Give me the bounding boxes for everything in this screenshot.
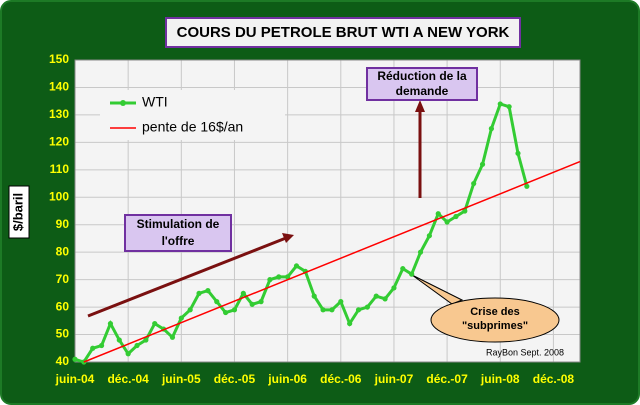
data-point — [187, 307, 193, 313]
data-point — [223, 309, 229, 316]
y-tick-label: 130 — [49, 107, 69, 121]
annotation-box — [366, 67, 478, 101]
annotation: l'offre — [162, 234, 195, 248]
annotation: Crise des — [470, 306, 520, 318]
data-point — [320, 307, 326, 313]
data-point — [364, 304, 370, 310]
x-tick-label: juin-07 — [374, 372, 414, 386]
data-point — [355, 307, 362, 313]
data-point — [152, 320, 158, 327]
title-box — [165, 17, 521, 48]
arrow — [87, 236, 287, 318]
data-point — [214, 299, 220, 305]
data-point — [488, 126, 495, 132]
data-point — [267, 277, 273, 283]
data-point — [196, 290, 202, 296]
data-point — [409, 271, 415, 277]
y-tick-label: 140 — [49, 80, 69, 94]
y-tick-label: 150 — [49, 52, 69, 66]
data-point — [347, 320, 353, 327]
data-point — [471, 180, 477, 187]
y-tick-label: 80 — [56, 244, 70, 258]
callout — [430, 297, 560, 343]
arrowhead — [282, 233, 294, 243]
y-tick-label: 40 — [56, 354, 70, 368]
data-point — [231, 307, 238, 313]
arrowhead — [415, 100, 425, 112]
data-point — [373, 293, 379, 299]
source: RayBon Sept. 2008 — [486, 347, 564, 357]
data-point — [497, 101, 503, 107]
data-point — [285, 274, 291, 280]
y-tick-label: 120 — [49, 135, 69, 149]
data-point — [444, 219, 450, 225]
data-point — [276, 274, 282, 280]
data-point — [400, 266, 406, 272]
data-point — [178, 315, 184, 321]
x-tick-label: déc.-05 — [214, 372, 256, 386]
x-tick-label: déc.-08 — [533, 372, 575, 386]
data-point — [524, 183, 530, 189]
annotation: Stimulation de — [137, 217, 220, 231]
data-point — [435, 211, 441, 217]
x-tick-label: juin-05 — [161, 372, 201, 386]
data-point — [143, 337, 149, 343]
legend-box — [100, 90, 285, 140]
legend-marker — [120, 100, 126, 106]
data-point — [462, 208, 468, 214]
y-axis-title: $/baril — [10, 193, 25, 231]
y-tick-label: 110 — [50, 162, 70, 176]
y-tick-label: 50 — [56, 327, 70, 341]
data-point — [426, 233, 432, 239]
data-point — [417, 249, 424, 255]
x-tick-label: déc.-04 — [107, 372, 149, 386]
data-point — [72, 356, 78, 362]
data-point — [329, 307, 335, 313]
data-point — [338, 299, 344, 305]
data-line — [74, 102, 529, 364]
data-point — [515, 150, 521, 156]
data-point — [479, 161, 486, 167]
data-point — [134, 342, 140, 349]
data-point — [506, 104, 512, 110]
ylabel-box — [8, 185, 30, 239]
x-tick-label: déc.-07 — [426, 372, 468, 386]
data-point — [169, 334, 176, 340]
plot-border — [74, 59, 581, 363]
chart-title: COURS DU PETROLE BRUT WTI A NEW YORK — [177, 24, 510, 41]
y-tick-label: 70 — [56, 272, 70, 286]
annotation: Réduction de la — [377, 69, 467, 83]
legend-label: WTI — [142, 94, 168, 110]
data-point — [382, 296, 388, 302]
y-tick-label: 100 — [49, 189, 69, 203]
x-tick-label: juin-04 — [55, 372, 95, 386]
data-point — [293, 263, 300, 269]
data-point — [249, 301, 255, 307]
data-point — [90, 345, 96, 351]
y-tick-label: 60 — [56, 299, 70, 313]
data-point — [311, 293, 317, 299]
data-point — [205, 288, 211, 294]
data-point — [107, 320, 114, 327]
annotation: "subprimes" — [462, 320, 528, 332]
legend-label: pente de 16$/an — [142, 119, 243, 135]
data-point — [240, 290, 246, 296]
data-point — [258, 299, 264, 305]
y-tick-label: 90 — [56, 217, 70, 231]
data-point — [453, 213, 459, 220]
annotation-box — [124, 214, 232, 252]
x-tick-label: déc.-06 — [320, 372, 362, 386]
data-point — [116, 337, 122, 343]
x-tick-label: juin-06 — [267, 372, 307, 386]
data-point — [98, 342, 105, 349]
data-point — [391, 285, 397, 291]
x-tick-label: juin-08 — [480, 372, 520, 386]
data-line — [83, 160, 581, 363]
data-point — [125, 351, 131, 357]
annotation: demande — [396, 84, 449, 98]
